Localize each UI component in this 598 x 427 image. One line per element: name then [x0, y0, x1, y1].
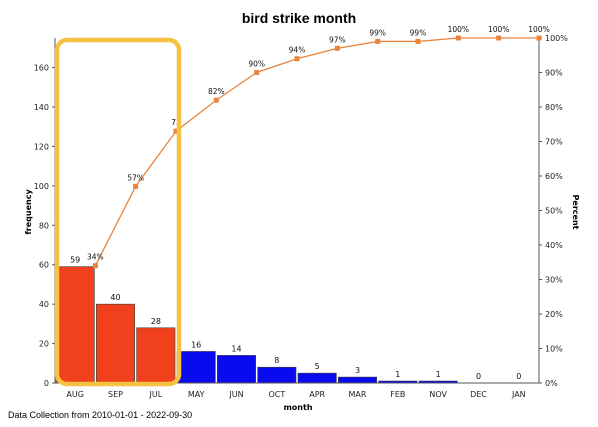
y-tick-label: 160 — [34, 64, 49, 73]
bar — [176, 351, 216, 384]
cumulative-point — [92, 263, 98, 269]
y2-tick-label: 50% — [545, 207, 563, 216]
x-tick-label: NOV — [429, 390, 447, 399]
x-tick-label: SEP — [108, 390, 123, 399]
bar — [257, 366, 297, 384]
x-tick-label: OCT — [268, 390, 285, 399]
cumulative-point — [415, 38, 421, 44]
x-tick-label: MAY — [188, 390, 205, 399]
y-tick-label: 80 — [39, 221, 49, 230]
x-axis: AUG SEP JUL MAY JUN OCT APR MAR FEB NOV DEC JAN — [55, 382, 539, 399]
cumulative-point — [375, 38, 381, 44]
y-tick-label: 100 — [34, 182, 49, 191]
y2-axis: 0% 10% 20% 30% 40% 50% 60% 70% 80% 90% 100% — [538, 34, 568, 388]
bar — [338, 376, 377, 384]
cumulative-point — [334, 45, 340, 51]
x-tick-label: DEC — [470, 390, 487, 399]
bar-value-label: 0 — [476, 372, 481, 381]
cumulative-point — [536, 35, 542, 41]
bar — [55, 266, 95, 384]
y2-tick-label: 20% — [545, 310, 563, 319]
cumulative-percent-label: 100% — [488, 25, 509, 34]
y2-tick-label: 70% — [545, 138, 563, 147]
y2-tick-label: 100% — [545, 34, 568, 43]
cumulative-point — [133, 183, 139, 189]
cumulative-point — [173, 128, 179, 134]
bar-value-label: 16 — [191, 340, 201, 349]
bar — [297, 372, 337, 384]
bar-value-label: 40 — [110, 293, 120, 302]
x-tick-label: JAN — [511, 390, 526, 399]
cumulative-point — [455, 35, 461, 41]
cumulative-line-path — [94, 37, 539, 266]
y-axis-label: frequency — [24, 189, 33, 235]
y2-tick-label: 90% — [545, 69, 563, 78]
cumulative-percent-label: 97% — [329, 35, 346, 44]
x-tick-label: MAR — [349, 390, 367, 399]
y-tick-label: 140 — [34, 103, 49, 112]
y-tick-label: 20 — [39, 340, 49, 349]
cumulative-point — [254, 70, 260, 75]
chart-title: bird strike month — [242, 10, 356, 26]
x-tick-label: JUN — [228, 390, 243, 399]
cumulative-point — [213, 97, 219, 103]
bar-value-label: 1 — [436, 370, 441, 379]
x-tick-label: AUG — [66, 390, 84, 399]
bar-value-label: 14 — [231, 344, 241, 353]
bar-value-label: 5 — [315, 362, 320, 371]
y2-tick-label: 30% — [545, 276, 563, 285]
bar-value-label: 28 — [151, 317, 161, 326]
x-tick-label: FEB — [390, 390, 405, 399]
y-tick-label: 0 — [44, 379, 49, 388]
cumulative-percent-label: 100% — [528, 25, 549, 34]
y-tick-label: 60 — [39, 261, 49, 270]
x-tick-label: APR — [309, 390, 325, 399]
cumulative-percent-line: 34% 57% 73 82% 90% 94% 97% 99% 99% 100% 100% 100% — [87, 25, 550, 269]
cumulative-percent-label: 82% — [208, 87, 225, 96]
bar-value-label: 0 — [516, 372, 521, 381]
cumulative-percent-label: 94% — [289, 46, 306, 55]
y2-axis-label: Percent — [571, 195, 580, 230]
highlight-box — [54, 37, 182, 387]
bar — [217, 355, 256, 384]
bars: 59 40 28 16 14 8 5 3 1 1 0 0 — [55, 256, 521, 384]
x-axis-label: month — [283, 403, 312, 412]
y-axis: 0 20 40 60 80 100 120 140 160 — [34, 38, 56, 388]
data-collection-note: Data Collection from 2010-01-01 - 2022-0… — [8, 410, 193, 420]
cumulative-percent-label: 57% — [127, 173, 144, 182]
y-tick-label: 120 — [34, 142, 49, 151]
y2-tick-label: 40% — [545, 241, 563, 250]
cumulative-percent-label: 100% — [448, 25, 469, 34]
cumulative-point — [496, 35, 502, 41]
cumulative-percent-label: 99% — [410, 28, 427, 37]
bar-value-label: 8 — [274, 356, 279, 365]
cumulative-percent-label: 73 — [171, 118, 181, 127]
cumulative-percent-label: 99% — [369, 28, 386, 37]
highlight-rect — [54, 37, 182, 387]
y2-tick-label: 60% — [545, 172, 563, 181]
cumulative-percent-label: 90% — [248, 60, 265, 69]
y2-tick-label: 80% — [545, 103, 563, 112]
y2-tick-label: 0% — [545, 379, 558, 388]
bar — [96, 303, 135, 384]
bar-value-label: 3 — [355, 366, 360, 375]
y2-tick-label: 10% — [545, 345, 563, 354]
bar — [136, 327, 176, 384]
cumulative-point — [294, 56, 300, 62]
y-tick-label: 40 — [39, 300, 49, 309]
x-tick-label: JUL — [148, 390, 162, 399]
bar-value-label: 1 — [395, 370, 400, 379]
cumulative-percent-label: 34% — [87, 253, 104, 262]
bar-value-label: 59 — [70, 256, 80, 265]
